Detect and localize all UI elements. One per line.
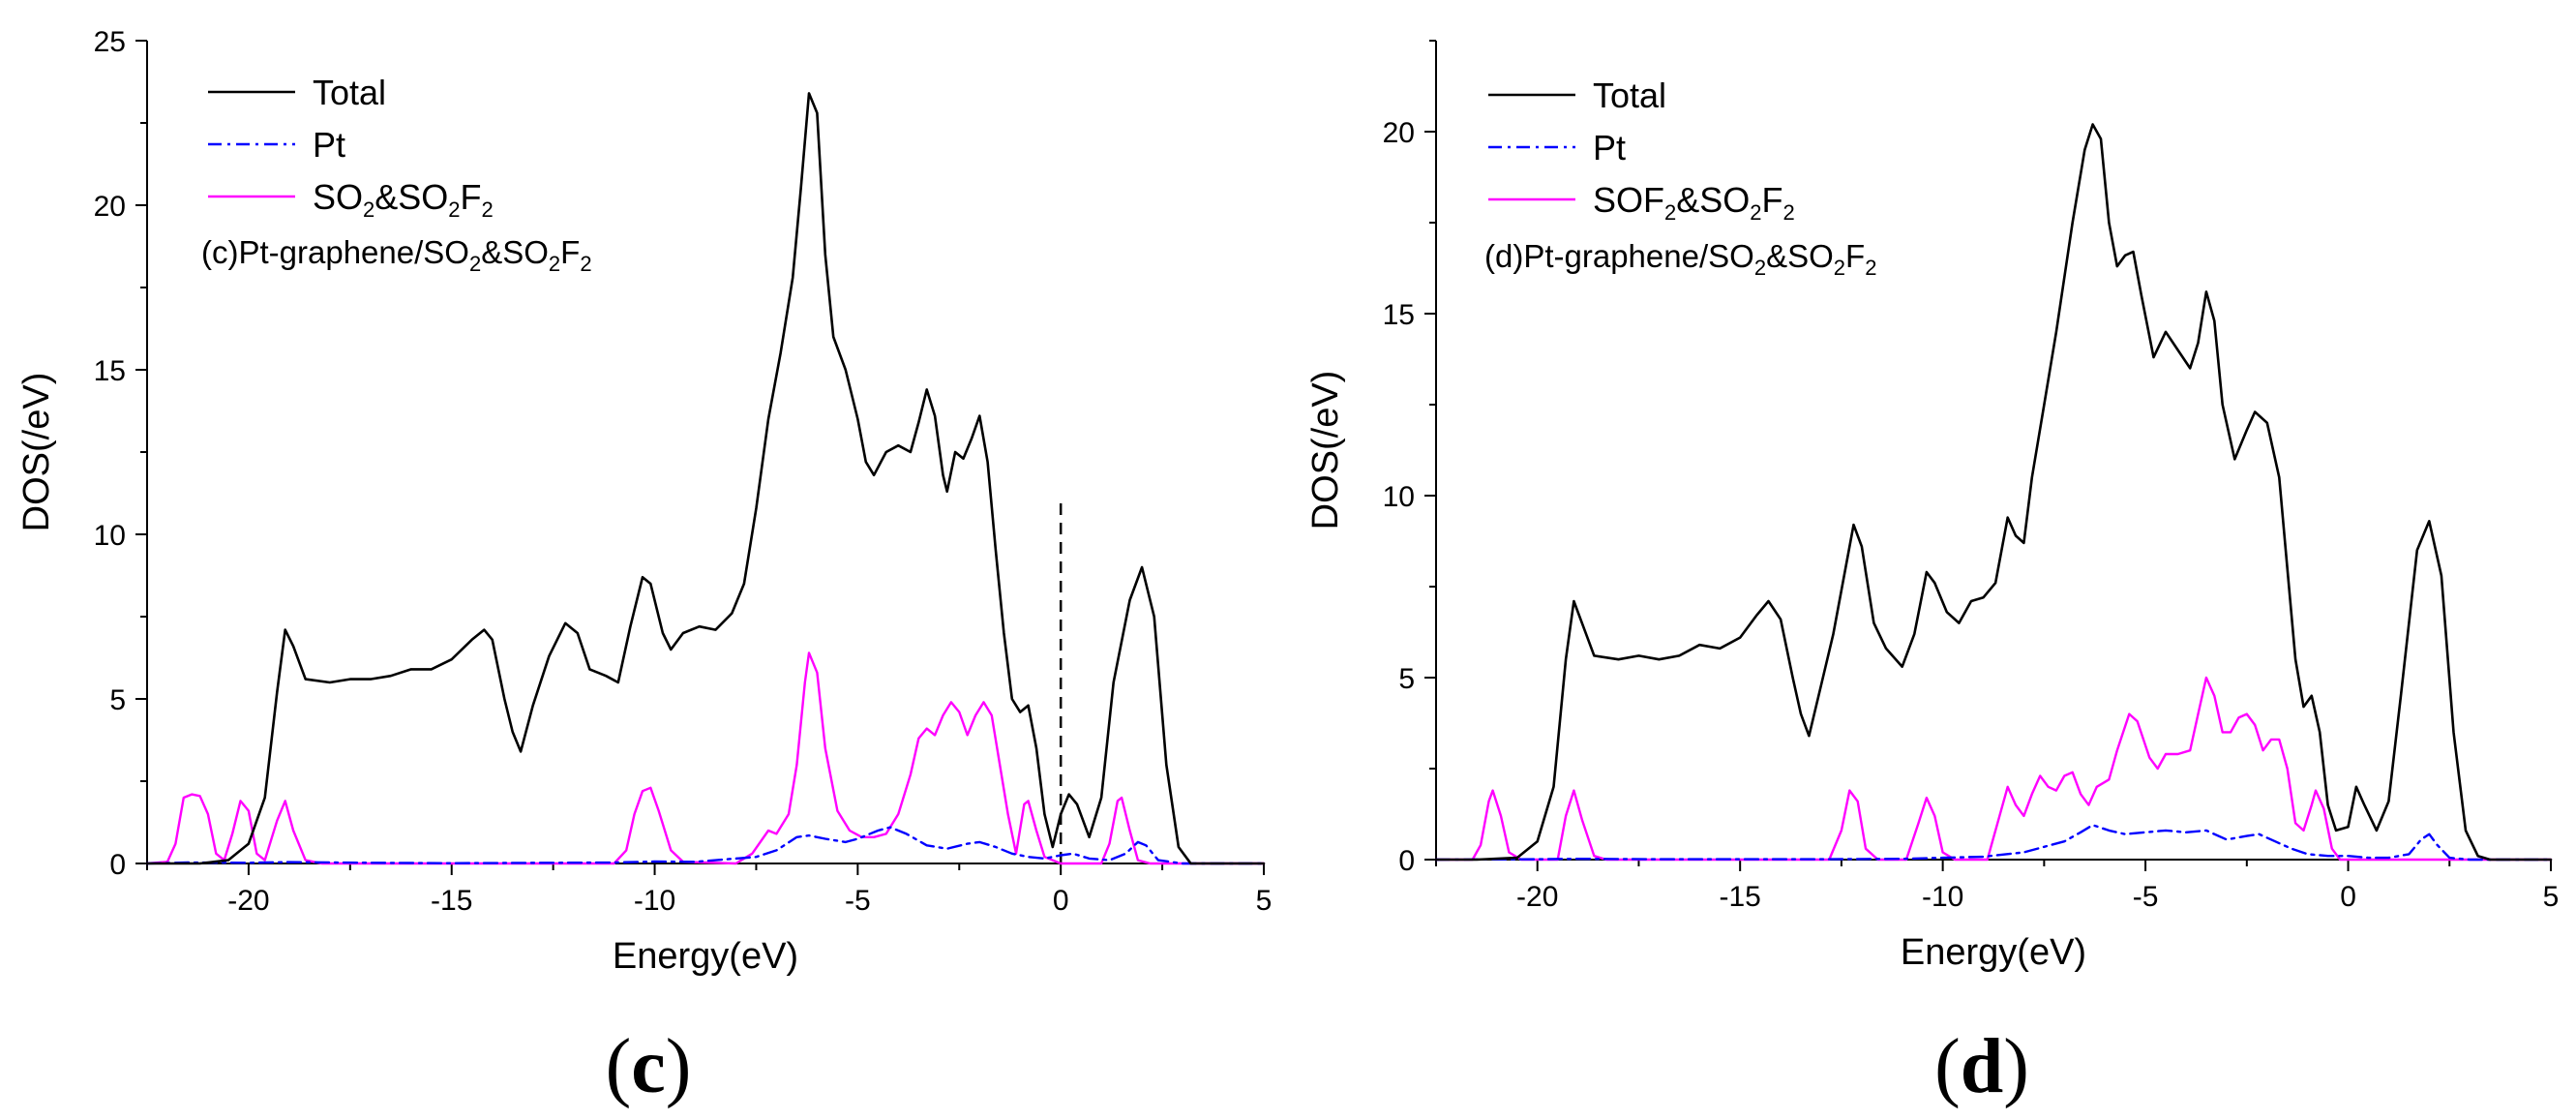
caption-paren: ( [1934, 1024, 1961, 1109]
y-tick-label: 10 [94, 520, 126, 552]
panel-label-part: &SO [481, 234, 549, 270]
legend-text-part: F [461, 177, 482, 217]
y-tick-label: 0 [1398, 845, 1415, 877]
panel-label-part: (d)Pt-graphene/SO [1484, 238, 1754, 274]
x-tick-label: -5 [2133, 881, 2159, 913]
panel-label-subscript: 2 [549, 252, 560, 276]
panel-caption: (c) [606, 1024, 692, 1109]
y-tick-label: 0 [109, 849, 126, 881]
x-tick-label: -5 [845, 885, 871, 917]
x-tick-label: 0 [2340, 881, 2356, 913]
legend-label: Total [1593, 76, 1666, 115]
legend-text-part: &SO [1676, 180, 1750, 220]
series-line-so2-so2f2 [145, 651, 1266, 865]
series-line-total [145, 92, 1266, 865]
panel-label: (d)Pt-graphene/SO2&SO2F2 [1484, 238, 1876, 280]
legend-subscript: 2 [482, 197, 494, 222]
panel-label-part: (c)Pt-graphene/SO [201, 234, 469, 270]
y-tick-label: 15 [1383, 299, 1415, 331]
x-tick-label: -15 [431, 885, 472, 917]
y-tick-label: 20 [94, 191, 126, 223]
panel-label: (c)Pt-graphene/SO2&SO2F2 [201, 234, 592, 276]
legend-label: SO2&SO2F2 [313, 177, 494, 222]
caption-paren: ( [606, 1024, 632, 1109]
series-line-pt [1434, 824, 2553, 862]
legend-text-part: F [1762, 180, 1783, 220]
y-tick-label: 10 [1383, 481, 1415, 513]
panel-label-subscript: 2 [469, 252, 481, 276]
series-line-total [1434, 123, 2553, 862]
panel-label-part: F [560, 234, 580, 270]
panel-label-part: F [1845, 238, 1865, 274]
y-axis-title: DOS(/eV) [16, 373, 57, 532]
x-tick-label: -10 [1922, 881, 1963, 913]
caption-letter: d [1961, 1024, 2004, 1109]
caption-letter: c [631, 1024, 666, 1109]
x-axis-title: Energy(eV) [1901, 932, 2086, 973]
x-tick-label: 0 [1053, 885, 1069, 917]
legend-label: SOF2&SO2F2 [1593, 180, 1795, 225]
y-axis-title: DOS(/eV) [1305, 371, 1346, 530]
y-tick-label: 15 [94, 355, 126, 387]
y-tick-label: 5 [1398, 663, 1415, 695]
series-line-sof2-so2f2 [1434, 676, 2553, 862]
x-axis-title: Energy(eV) [613, 936, 798, 977]
legend-subscript: 2 [1664, 200, 1676, 225]
panel-caption: (d) [1934, 1024, 2029, 1109]
legend-text-part: SOF [1593, 180, 1664, 220]
legend-subscript: 2 [363, 197, 374, 222]
legend-label: Pt [313, 125, 345, 165]
legend-text-part: SO [313, 177, 363, 217]
x-tick-label: 5 [2543, 881, 2560, 913]
x-tick-label: -20 [1516, 881, 1558, 913]
series-line-pt [145, 826, 1266, 865]
panel-label-part: &SO [1766, 238, 1834, 274]
x-tick-label: -15 [1720, 881, 1761, 913]
legend-label: Pt [1593, 128, 1626, 167]
panel-label-subscript: 2 [1865, 256, 1876, 280]
dos-panel-d: -20 -15 -10 -5 0 5 0 5 10 15 20 Energy(eV) DOS(/eV) T… [1305, 40, 2560, 1109]
legend-subscript: 2 [1750, 200, 1761, 225]
y-tick-label: 20 [1383, 117, 1415, 149]
caption-paren: ) [666, 1024, 692, 1109]
legend-subscript: 2 [448, 197, 460, 222]
caption-paren: ) [2003, 1024, 2029, 1109]
x-tick-label: -20 [227, 885, 269, 917]
panel-label-subscript: 2 [1834, 256, 1845, 280]
panel-label-subscript: 2 [1754, 256, 1766, 280]
legend-subscript: 2 [1783, 200, 1795, 225]
y-tick-label: 5 [109, 684, 126, 716]
y-tick-label: 25 [94, 26, 126, 58]
x-tick-label: 5 [1256, 885, 1273, 917]
panel-label-subscript: 2 [580, 252, 591, 276]
dos-panel-c: -20 -15 -10 -5 0 5 0 5 10 15 20 25 Energy(eV) DOS(/eV… [16, 26, 1272, 1109]
x-tick-label: -10 [634, 885, 675, 917]
legend-text-part: &SO [374, 177, 448, 217]
legend-label: Total [313, 73, 386, 112]
